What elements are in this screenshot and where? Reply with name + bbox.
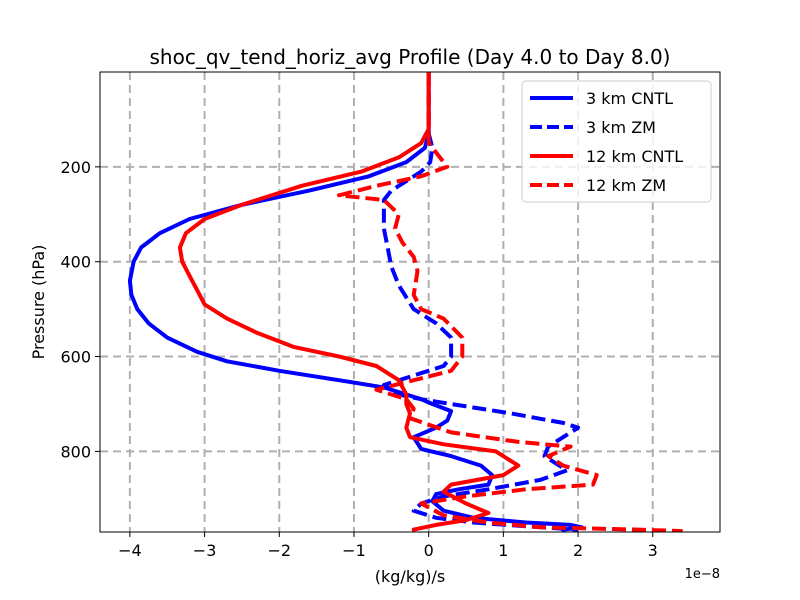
x-axis-label: (kg/kg)/s bbox=[375, 567, 445, 586]
y-tick-label: 200 bbox=[60, 158, 91, 177]
y-tick-label: 400 bbox=[60, 253, 91, 272]
x-tick-label: 3 bbox=[648, 541, 658, 560]
legend-label: 12 km CNTL bbox=[586, 147, 683, 166]
x-tick-label: 0 bbox=[424, 541, 434, 560]
y-ticks: 200 400 600 800 bbox=[60, 158, 100, 461]
x-tick-label: 1 bbox=[498, 541, 508, 560]
y-tick-label: 600 bbox=[60, 348, 91, 367]
chart-title: shoc_qv_tend_horiz_avg Profile (Day 4.0 … bbox=[150, 45, 671, 69]
x-ticks: −4 −3 −2 −1 0 1 2 3 bbox=[118, 532, 658, 560]
series-line-3-km-cntl bbox=[127, 72, 584, 532]
x-tick-label: −1 bbox=[342, 541, 366, 560]
x-offset-text: 1e−8 bbox=[685, 567, 720, 582]
x-tick-label: −3 bbox=[193, 541, 217, 560]
y-axis-label: Pressure (hPa) bbox=[29, 245, 48, 360]
legend-label: 12 km ZM bbox=[586, 176, 666, 195]
legend-label: 3 km ZM bbox=[586, 118, 656, 137]
x-tick-label: −4 bbox=[118, 541, 142, 560]
legend: 3 km CNTL 3 km ZM 12 km CNTL 12 km ZM bbox=[521, 80, 712, 203]
legend-box bbox=[521, 80, 712, 203]
x-tick-label: 2 bbox=[573, 541, 583, 560]
series-line-12-km-zm bbox=[337, 72, 683, 532]
series-line-12-km-cntl bbox=[177, 72, 521, 532]
x-tick-label: −2 bbox=[267, 541, 291, 560]
axes-frame bbox=[99, 71, 721, 533]
y-tick-label: 800 bbox=[60, 442, 91, 461]
plot-area bbox=[127, 72, 683, 532]
legend-label: 3 km CNTL bbox=[586, 89, 673, 108]
